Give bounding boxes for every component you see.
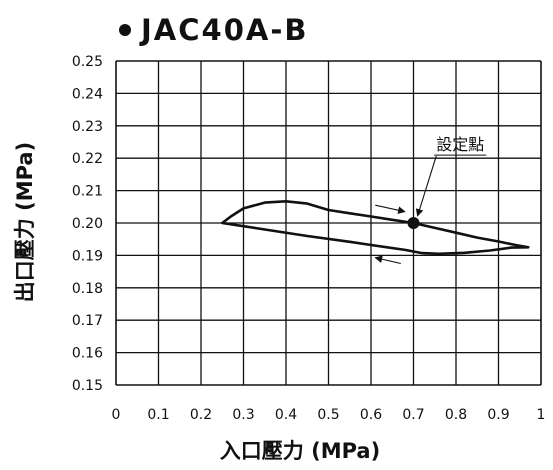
y-axis-title: 出口壓力 (MPa)	[13, 142, 37, 302]
set-point-label: 設定點	[436, 135, 484, 154]
hysteresis-curve	[221, 200, 530, 256]
y-tick-label: 0.21	[72, 184, 103, 200]
x-tick-label: 0.2	[190, 407, 212, 423]
x-tick-label: 0.6	[360, 407, 382, 423]
y-tick-label: 0.23	[72, 119, 103, 135]
y-tick-labels: 0.15 0.16 0.17 0.18 0.19 0.20 0.21 0.22 0.23 0.24…	[72, 54, 103, 394]
x-tick-label: 0.8	[445, 407, 467, 423]
x-tick-label: 0.5	[317, 407, 339, 423]
x-tick-label: 0.4	[275, 407, 297, 423]
set-point-leader-arrow	[415, 155, 437, 217]
annotations: 設定點	[374, 135, 487, 265]
y-tick-label: 0.16	[72, 346, 103, 362]
y-tick-label: 0.15	[72, 378, 103, 394]
y-tick-label: 0.19	[72, 248, 103, 264]
y-tick-label: 0.17	[72, 313, 103, 329]
y-tick-label: 0.20	[72, 216, 103, 232]
x-tick-labels: 0 0.1 0.2 0.3 0.4 0.5 0.6 0.7 0.8 0.9 1	[112, 407, 546, 423]
grid	[115, 60, 542, 386]
x-tick-label: 0	[112, 407, 121, 423]
x-tick-label: 0.9	[487, 407, 509, 423]
bullet-icon	[119, 24, 131, 36]
y-tick-label: 0.25	[72, 54, 103, 70]
x-tick-label: 1	[537, 407, 546, 423]
y-tick-label: 0.18	[72, 281, 103, 297]
y-tick-label: 0.24	[72, 86, 103, 102]
chart-title: JAC40A-B	[139, 13, 308, 47]
y-tick-label: 0.22	[72, 151, 103, 167]
x-tick-label: 0.3	[232, 407, 254, 423]
chart-title-group: JAC40A-B	[119, 13, 308, 47]
set-point-marker	[407, 217, 420, 229]
direction-arrow	[375, 204, 406, 214]
direction-arrow	[374, 255, 401, 265]
x-tick-label: 0.1	[147, 407, 169, 423]
x-axis-title: 入口壓力 (MPa)	[220, 439, 380, 463]
x-tick-label: 0.7	[402, 407, 424, 423]
curve-layer	[221, 200, 530, 256]
